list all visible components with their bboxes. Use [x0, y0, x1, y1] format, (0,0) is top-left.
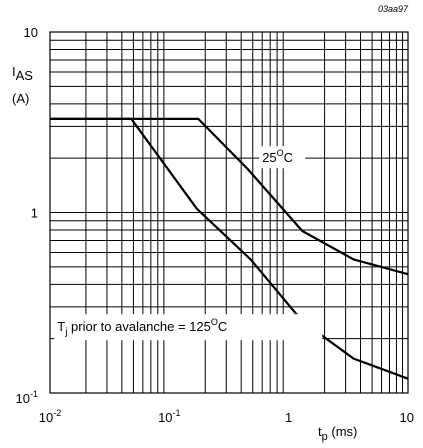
annotation-tj-125c: Tj prior to avalanche = 125OC: [57, 317, 227, 338]
series-line-1: [50, 117, 409, 276]
plot-frame: [49, 31, 409, 394]
annotation-25c: 25OC: [262, 148, 293, 165]
y-axis-unit: (A): [12, 91, 29, 106]
annotation-background: [54, 314, 323, 341]
y-tick-label: 1: [31, 206, 38, 221]
series-group: [50, 117, 409, 380]
y-tick-label: 10: [24, 25, 38, 40]
figure-id: 03aa97: [378, 4, 409, 14]
x-tick-label: 1: [285, 410, 292, 425]
x-tick-label: 10: [400, 410, 414, 425]
y-tick-label: 10-1: [16, 389, 38, 406]
x-tick-label: 10-1: [158, 408, 180, 425]
plot-border: [49, 31, 409, 394]
y-axis-label: IAS: [12, 64, 33, 83]
x-tick-label: 10-2: [39, 408, 61, 425]
annotation-background: [259, 146, 306, 169]
series-line-2: [50, 117, 409, 380]
axis-labels: IAS (A) tp (ms): [12, 64, 357, 443]
annotations: 25OC Tj prior to avalanche = 125OC: [54, 146, 323, 341]
x-axis-label: tp (ms): [318, 424, 357, 443]
